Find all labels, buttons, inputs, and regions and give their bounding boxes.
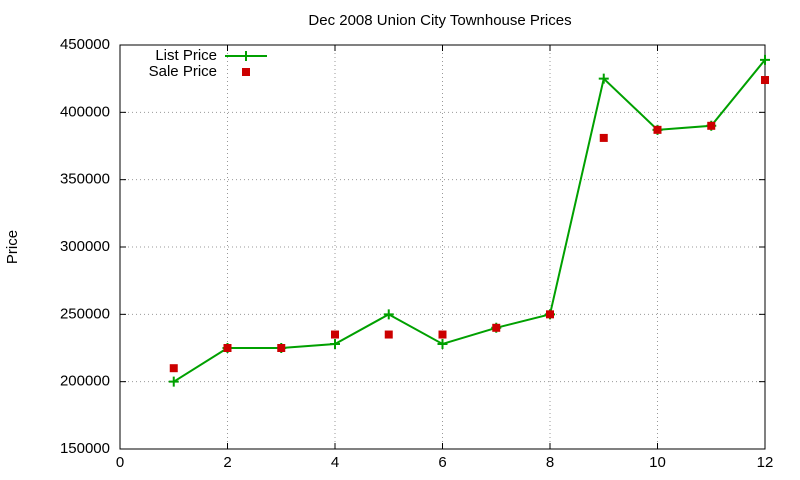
x-tick-label: 2 <box>223 454 231 471</box>
point <box>707 121 716 130</box>
y-tick-label: 200000 <box>60 373 110 390</box>
point <box>599 133 608 142</box>
point <box>438 330 447 339</box>
x-tick-label: 8 <box>546 454 554 471</box>
point <box>169 364 178 373</box>
point <box>223 344 232 352</box>
plot-frame <box>119 44 766 450</box>
y-tick-label: 250000 <box>60 305 110 322</box>
point <box>598 73 609 84</box>
y-tick-label: 450000 <box>60 36 110 53</box>
point <box>437 338 448 349</box>
point <box>168 376 179 387</box>
x-tick-label: 12 <box>757 454 774 471</box>
legend-label: List Price <box>155 47 217 64</box>
legend-marker <box>242 68 250 76</box>
legend-label: Sale Price <box>149 63 217 80</box>
y-tick-label: 400000 <box>60 103 110 120</box>
point <box>761 76 769 85</box>
chart-title: Dec 2008 Union City Townhouse Prices <box>308 12 571 29</box>
y-tick-label: 150000 <box>60 440 110 457</box>
x-tick-label: 6 <box>438 454 446 471</box>
point <box>653 125 662 134</box>
point <box>760 54 770 65</box>
point <box>492 323 501 332</box>
y-axis-label: Price <box>4 230 21 264</box>
point <box>383 309 394 320</box>
x-tick-label: 10 <box>649 454 666 471</box>
point <box>277 344 286 352</box>
x-tick-label: 4 <box>331 454 339 471</box>
point <box>546 310 554 319</box>
legend-marker <box>241 51 251 61</box>
point <box>384 330 393 339</box>
series-line <box>173 59 766 383</box>
y-tick-label: 350000 <box>60 171 110 188</box>
y-tick-label: 300000 <box>60 238 110 255</box>
point <box>330 338 340 349</box>
x-tick-label: 0 <box>116 454 124 471</box>
point <box>331 330 339 339</box>
